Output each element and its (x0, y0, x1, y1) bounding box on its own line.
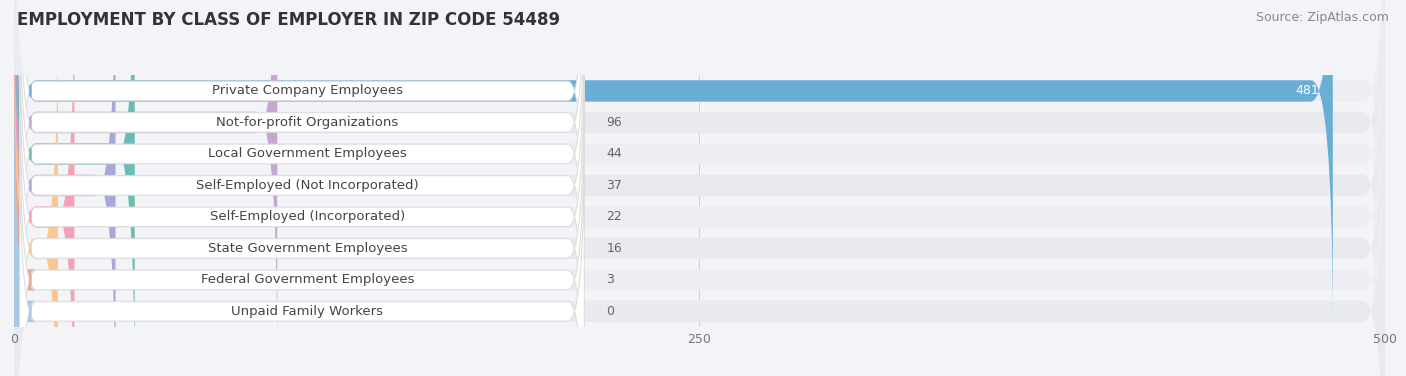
FancyBboxPatch shape (14, 39, 1385, 376)
Text: State Government Employees: State Government Employees (208, 242, 408, 255)
Text: Self-Employed (Incorporated): Self-Employed (Incorporated) (209, 211, 405, 223)
Text: Private Company Employees: Private Company Employees (212, 85, 404, 97)
FancyBboxPatch shape (20, 101, 585, 376)
Text: 96: 96 (606, 116, 621, 129)
FancyBboxPatch shape (20, 132, 585, 376)
Text: Unpaid Family Workers: Unpaid Family Workers (232, 305, 384, 318)
FancyBboxPatch shape (14, 0, 1385, 332)
Text: Local Government Employees: Local Government Employees (208, 147, 406, 161)
FancyBboxPatch shape (20, 0, 585, 333)
FancyBboxPatch shape (14, 0, 1333, 332)
FancyBboxPatch shape (14, 0, 135, 376)
FancyBboxPatch shape (14, 7, 1385, 376)
Text: Federal Government Employees: Federal Government Employees (201, 273, 415, 287)
Text: 16: 16 (606, 242, 621, 255)
FancyBboxPatch shape (14, 0, 277, 364)
FancyBboxPatch shape (14, 0, 1385, 364)
Text: 37: 37 (606, 179, 621, 192)
Text: 3: 3 (606, 273, 614, 287)
Text: 481: 481 (1295, 85, 1319, 97)
Text: 0: 0 (606, 305, 614, 318)
Text: 44: 44 (606, 147, 621, 161)
FancyBboxPatch shape (0, 39, 37, 376)
FancyBboxPatch shape (20, 0, 585, 270)
FancyBboxPatch shape (14, 70, 1385, 376)
Text: Not-for-profit Organizations: Not-for-profit Organizations (217, 116, 398, 129)
FancyBboxPatch shape (20, 6, 585, 365)
FancyBboxPatch shape (14, 0, 1385, 376)
FancyBboxPatch shape (14, 0, 75, 376)
FancyBboxPatch shape (20, 0, 585, 302)
FancyBboxPatch shape (20, 69, 585, 376)
FancyBboxPatch shape (14, 7, 58, 376)
Text: Source: ZipAtlas.com: Source: ZipAtlas.com (1256, 11, 1389, 24)
FancyBboxPatch shape (14, 0, 115, 376)
Text: Self-Employed (Not Incorporated): Self-Employed (Not Incorporated) (195, 179, 419, 192)
FancyBboxPatch shape (0, 70, 37, 376)
FancyBboxPatch shape (14, 0, 1385, 376)
FancyBboxPatch shape (14, 0, 1385, 376)
FancyBboxPatch shape (20, 38, 585, 376)
Text: 22: 22 (606, 211, 621, 223)
Text: EMPLOYMENT BY CLASS OF EMPLOYER IN ZIP CODE 54489: EMPLOYMENT BY CLASS OF EMPLOYER IN ZIP C… (17, 11, 560, 29)
